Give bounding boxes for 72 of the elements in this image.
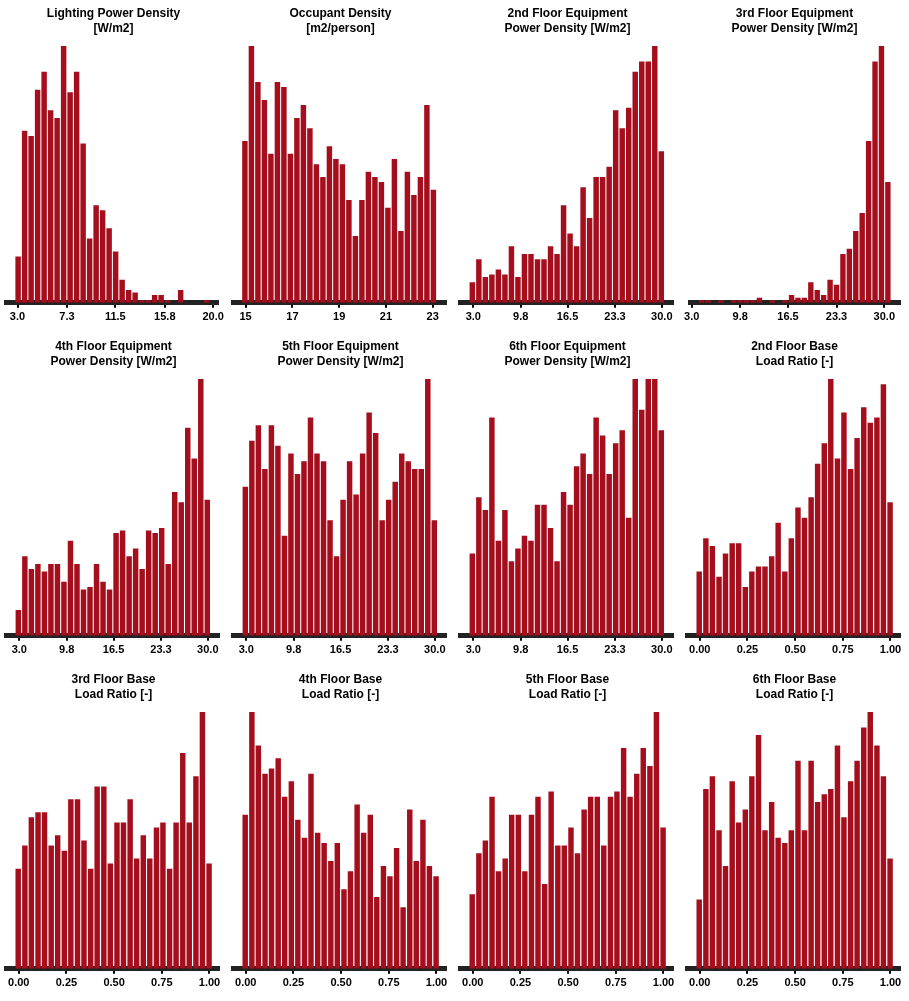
x-tick-label: 0.75 xyxy=(832,976,854,989)
chart-title: Lighting Power Density [W/m2] xyxy=(45,5,182,37)
chart-title: 3rd Floor Base Load Ratio [-] xyxy=(70,671,157,703)
x-tick-label: 23.3 xyxy=(377,643,399,656)
x-tick-label: 0.00 xyxy=(235,976,257,989)
x-tick-label: 3.0 xyxy=(238,643,254,656)
x-tick-label: 0.50 xyxy=(103,976,125,989)
x-tick-label: 3.0 xyxy=(465,310,481,323)
x-tick-label: 9.8 xyxy=(513,310,529,323)
x-tick-label: 30.0 xyxy=(651,643,673,656)
x-tick-label: 0.50 xyxy=(784,976,806,989)
x-tick-label: 0.50 xyxy=(784,643,806,656)
chart-title: 4th Floor Equipment Power Density [W/m2] xyxy=(49,338,178,370)
chart-title: 2nd Floor Base Load Ratio [-] xyxy=(750,338,839,370)
x-tick-label: 9.8 xyxy=(732,310,748,323)
chart-title: 5th Floor Equipment Power Density [W/m2] xyxy=(276,338,405,370)
x-tick-label: 0.75 xyxy=(151,976,173,989)
x-tick-label: 0.25 xyxy=(736,976,759,989)
x-tick-label: 1.00 xyxy=(652,976,675,989)
x-tick-label: 16.5 xyxy=(777,310,799,323)
x-tick-label: 0.50 xyxy=(330,976,352,989)
x-tick-label: 23 xyxy=(426,310,439,323)
chart-title: 5th Floor Base Load Ratio [-] xyxy=(524,671,611,703)
x-tick-label: 1.00 xyxy=(879,976,902,989)
x-tick-label: 16.5 xyxy=(102,643,125,656)
x-tick-label: 19 xyxy=(333,310,346,323)
x-tick-label: 0.25 xyxy=(736,643,759,656)
x-tick-label: 16.5 xyxy=(556,310,579,323)
x-tick-label: 23.3 xyxy=(150,643,172,656)
x-tick-label: 0.25 xyxy=(509,976,532,989)
x-tick-label: 0.00 xyxy=(689,976,711,989)
x-tick-label: 3.0 xyxy=(11,643,27,656)
chart-title: 4th Floor Base Load Ratio [-] xyxy=(297,671,384,703)
x-tick-label: 20.0 xyxy=(202,310,224,323)
x-tick-label: 30.0 xyxy=(651,310,673,323)
x-tick-label: 7.3 xyxy=(59,310,75,323)
x-tick-label: 0.75 xyxy=(378,976,400,989)
x-tick-label: 0.00 xyxy=(462,976,484,989)
x-tick-label: 21 xyxy=(379,310,393,323)
x-tick-label: 17 xyxy=(286,310,299,323)
x-tick-label: 1.00 xyxy=(879,643,902,656)
x-tick-label: 9.8 xyxy=(59,643,75,656)
chart-title: 2nd Floor Equipment Power Density [W/m2] xyxy=(503,5,632,37)
chart-title: 3rd Floor Equipment Power Density [W/m2] xyxy=(730,5,859,37)
x-tick-label: 11.5 xyxy=(104,310,126,323)
x-tick-label: 15 xyxy=(239,310,252,323)
x-tick-label: 0.25 xyxy=(282,976,305,989)
x-tick-label: 9.8 xyxy=(513,643,529,656)
x-tick-label: 30.0 xyxy=(197,643,219,656)
chart-title: 6th Floor Base Load Ratio [-] xyxy=(751,671,838,703)
x-tick-label: 0.75 xyxy=(605,976,627,989)
x-tick-label: 3.0 xyxy=(465,643,481,656)
x-tick-label: 1.00 xyxy=(425,976,448,989)
x-tick-label: 1.00 xyxy=(198,976,221,989)
x-tick-label: 3.0 xyxy=(9,310,26,323)
x-tick-label: 0.50 xyxy=(557,976,579,989)
x-tick-label: 23.3 xyxy=(604,643,626,656)
x-tick-label: 30.0 xyxy=(873,310,896,323)
x-tick-label: 16.5 xyxy=(556,643,579,656)
x-tick-label: 30.0 xyxy=(424,643,446,656)
x-tick-label: 9.8 xyxy=(286,643,302,656)
x-tick-label: 16.5 xyxy=(329,643,352,656)
x-tick-label: 0.00 xyxy=(689,643,711,656)
x-tick-label: 3.0 xyxy=(684,310,700,323)
x-tick-label: 23.3 xyxy=(604,310,626,323)
x-tick-label: 0.25 xyxy=(55,976,78,989)
x-tick-label: 0.75 xyxy=(832,643,854,656)
x-tick-label: 23.3 xyxy=(825,310,848,323)
chart-title: Occupant Density [m2/person] xyxy=(288,5,393,37)
x-tick-label: 0.00 xyxy=(8,976,30,989)
chart-title: 6th Floor Equipment Power Density [W/m2] xyxy=(503,338,632,370)
x-tick-label: 15.8 xyxy=(154,310,176,323)
